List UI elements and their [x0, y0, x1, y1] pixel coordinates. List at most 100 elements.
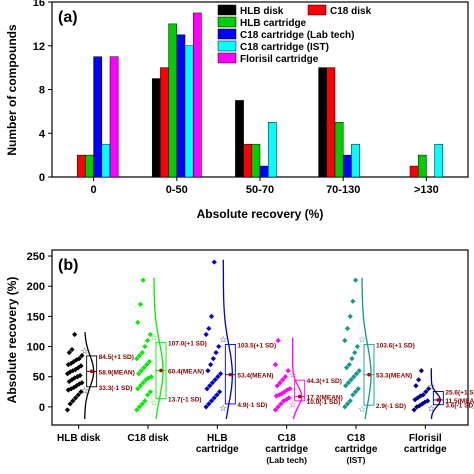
data-point [347, 398, 353, 404]
data-point [208, 313, 215, 319]
distribution-group: ☆ ☆ 25.6(+1 SD) 11.5(MEAN)3.6(-1 SD) [411, 368, 474, 420]
data-point [204, 386, 210, 392]
data-point [278, 401, 284, 407]
data-point [136, 371, 142, 377]
x-tick-label: Florisil [409, 433, 442, 444]
data-point [72, 395, 79, 401]
distribution-curve [153, 277, 164, 420]
data-point [354, 343, 360, 350]
star-marker: ☆ [150, 397, 158, 407]
mean-label: 53.3(MEAN) [376, 373, 412, 380]
data-point [355, 386, 361, 392]
data-point [344, 325, 351, 332]
bar [160, 67, 169, 178]
x-tick-label: 50-70 [246, 184, 274, 196]
bar [151, 78, 161, 178]
y-tick-label: 12 [33, 41, 45, 53]
data-point [347, 313, 353, 319]
data-point [145, 337, 151, 344]
data-point [141, 365, 147, 371]
data-point [146, 359, 152, 365]
data-point [68, 360, 74, 367]
star-marker: ☆ [289, 400, 297, 410]
distribution-group: ☆ ☆ 44.3(+1 SD) 17.2(MEAN)10.0(-1 SD) [272, 337, 343, 420]
data-point [142, 343, 148, 350]
data-point [349, 356, 355, 362]
sd-plus-label: 107.0(+1 SD) [168, 340, 207, 347]
data-point [74, 374, 80, 380]
data-point [78, 363, 84, 369]
data-point [423, 389, 429, 395]
x-tick-label: C18 [277, 433, 296, 444]
star-marker: ☆ [219, 403, 227, 413]
data-point [147, 331, 153, 338]
y-tick-label: 100 [27, 342, 45, 354]
star-marker: ☆ [289, 370, 297, 380]
distribution-curve [430, 368, 441, 420]
distribution-group: ☆ ☆ 103.6(+1 SD) 53.3(MEAN) 2.9(-1 SD) [342, 277, 415, 420]
legend-label: C18 cartridge (Lab tech) [240, 30, 354, 41]
bar-chart-panel-label: (a) [58, 9, 78, 26]
sd-minus-label: 13.7(-1 SD) [168, 397, 202, 404]
data-point [350, 392, 356, 398]
data-point [206, 325, 212, 332]
data-point [138, 368, 144, 374]
legend-swatch [217, 16, 237, 28]
bar-chart-bars [76, 12, 444, 178]
bar [342, 154, 352, 178]
data-point [64, 407, 71, 413]
legend-label: C18 disk [330, 6, 372, 17]
x-tick-label: HLB [207, 433, 228, 444]
data-point [209, 380, 216, 386]
data-point [416, 377, 422, 383]
scatter-chart-panel: (b) Absolute recovery (%) 0 50 100 150 200 25… [5, 249, 474, 465]
x-tick-label-line: cartridge [404, 444, 447, 455]
legend-label: HLB cartridge [240, 18, 307, 29]
bar [417, 154, 427, 178]
data-point [350, 298, 356, 304]
bar [334, 122, 344, 178]
star-marker: ☆ [150, 332, 158, 342]
data-point [137, 301, 143, 307]
bar [93, 56, 103, 178]
x-tick-label: C18 [347, 433, 366, 444]
data-point [134, 356, 140, 362]
x-tick-label: C18 disk [127, 433, 169, 444]
sd-plus-label: 25.6(+1 SD) [445, 389, 474, 396]
bar [184, 45, 194, 178]
scatter-chart-groups: ☆ ☆ 84.5(+1 SD) 58.9(MEAN) 33.3(-1 SD) ☆ ☆ 107.… [64, 259, 474, 420]
data-point [66, 349, 72, 356]
bar [85, 154, 94, 178]
legend-swatch [217, 40, 237, 52]
data-point [206, 401, 212, 407]
data-point [203, 331, 209, 338]
data-point [353, 277, 359, 283]
bar [409, 165, 419, 178]
data-point [210, 356, 216, 362]
data-point [342, 404, 348, 410]
x-tick-label-line: cartridge [265, 444, 308, 455]
data-point [344, 401, 351, 407]
data-point [274, 383, 280, 389]
data-point [275, 337, 281, 344]
scatter-chart-panel-label: (b) [58, 257, 78, 274]
data-point [137, 383, 143, 389]
bar [243, 143, 253, 178]
y-tick-label: 0 [39, 402, 45, 414]
bar [267, 122, 277, 178]
sd-plus-label: 103.5(+1 SD) [237, 342, 276, 349]
data-point [143, 377, 149, 383]
mean-label: 60.4(MEAN) [168, 368, 204, 375]
data-point [344, 365, 350, 371]
data-point [66, 378, 72, 385]
data-point [147, 389, 153, 395]
bar [259, 165, 269, 178]
data-point [343, 383, 349, 389]
data-point [64, 371, 71, 377]
data-point [353, 389, 359, 395]
bar [326, 67, 336, 178]
data-point [203, 404, 209, 410]
